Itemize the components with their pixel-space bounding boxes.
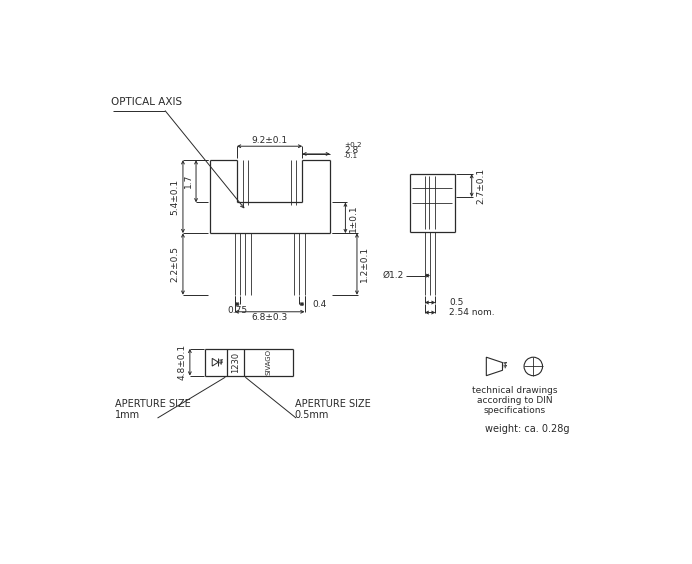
Text: 4.8±0.1: 4.8±0.1 [178, 344, 187, 380]
Text: 1.2±0.1: 1.2±0.1 [360, 246, 369, 282]
Text: 0.5mm: 0.5mm [295, 409, 329, 420]
Text: 0.5: 0.5 [449, 298, 464, 307]
Text: SIVAGO: SIVAGO [266, 349, 271, 375]
Text: 0.75: 0.75 [227, 306, 247, 315]
Text: 2.2±0.5: 2.2±0.5 [171, 246, 180, 282]
Text: 9.2±0.1: 9.2±0.1 [251, 135, 288, 144]
Text: 2.54 nom.: 2.54 nom. [449, 308, 495, 317]
Text: OPTICAL AXIS: OPTICAL AXIS [111, 97, 183, 107]
Text: 2.8: 2.8 [344, 146, 358, 155]
Text: 6.8±0.3: 6.8±0.3 [251, 314, 288, 323]
Text: 2.7±0.1: 2.7±0.1 [476, 168, 485, 204]
Text: Ø1.2: Ø1.2 [383, 271, 403, 280]
Text: 0.4: 0.4 [313, 301, 327, 309]
Text: 1230: 1230 [231, 351, 240, 373]
Text: 1mm: 1mm [115, 409, 140, 420]
Text: -0.1: -0.1 [344, 153, 358, 159]
Text: 1±0.1: 1±0.1 [349, 204, 358, 232]
Text: technical drawings
according to DIN
specifications: technical drawings according to DIN spec… [472, 386, 558, 416]
Text: APERTURE SIZE: APERTURE SIZE [295, 399, 370, 409]
Text: +0.2: +0.2 [344, 143, 361, 148]
Text: weight: ca. 0.28g: weight: ca. 0.28g [485, 424, 570, 434]
Text: 5.4±0.1: 5.4±0.1 [171, 179, 180, 215]
Text: 1.7: 1.7 [184, 174, 193, 188]
Text: APERTURE SIZE: APERTURE SIZE [115, 399, 191, 409]
